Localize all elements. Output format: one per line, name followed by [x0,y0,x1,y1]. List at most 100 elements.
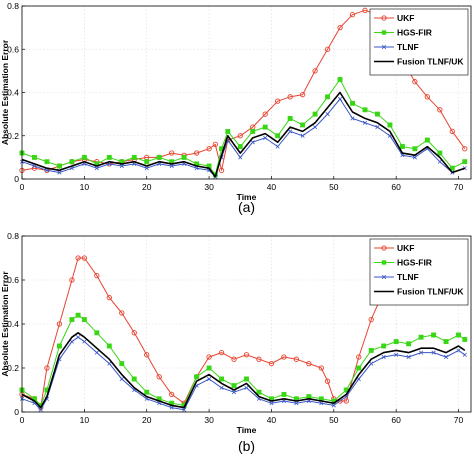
x-tick-label: 10 [80,415,90,425]
data-point-tlnf [419,350,424,355]
data-point-tlnf-stroke [431,350,436,355]
x-tick-label: 20 [142,182,152,192]
data-point-hgs-fir [337,77,343,82]
data-point-tlnf-stroke [325,112,330,117]
data-point-hgs-fir [144,389,150,395]
data-point-hgs-fir [325,94,331,100]
data-point-tlnf-stroke [412,155,417,160]
data-point-tlnf-stroke [356,376,361,382]
data-point-ukf [231,356,237,362]
y-tick-label: 0.6 [7,44,19,54]
data-point-hgs-fir [406,341,412,347]
data-point-hgs-fir [106,343,112,349]
data-point-hgs-fir [262,124,268,130]
data-point-hgs-fir [244,376,249,382]
series-line-fusion-tlnf-uk [21,91,466,178]
data-point-tlnf-stroke [94,350,99,355]
data-point-tlnf-stroke [219,385,224,390]
data-point-ukf [56,321,63,327]
data-point-tlnf [331,403,336,408]
data-point-tlnf-stroke [69,339,74,344]
data-point-ukf [237,133,243,139]
data-point-hgs-fir [462,336,468,342]
x-tick-label: 0 [20,415,25,425]
data-point-tlnf-stroke [144,166,149,171]
data-point-hgs-fir [356,365,362,371]
chart-panel-1: 0 10 20 30 40 50 60 70 0 0.2 0.4 0.6 0.8 Time Absolute… [0,1,472,215]
data-point-hgs-fir [300,122,306,128]
data-point-ukf [412,79,418,85]
data-point-tlnf-stroke [294,401,299,406]
data-point-tlnf [219,385,224,390]
y-axis-label: Absolute Estimation Error [0,271,10,377]
data-point-hgs-fir [287,116,293,121]
data-point-tlnf-stroke [344,394,349,399]
data-point-tlnf-stroke [419,350,424,355]
x-tick-label: 50 [329,415,339,425]
data-point-ukf [449,128,455,135]
data-point-ukf [318,365,324,371]
data-point-tlnf-stroke [337,96,343,102]
data-point-hgs-fir [44,159,50,165]
data-point-tlnf-stroke [381,354,386,360]
data-point-ukf [462,146,468,152]
legend-box [369,8,469,76]
data-point-tlnf-stroke [462,352,467,357]
data-point-ukf [306,360,312,367]
data-point-tlnf-stroke [38,407,43,412]
data-point-ukf [362,7,368,13]
data-point-tlnf [250,140,255,145]
data-point-tlnf-stroke [275,144,280,149]
data-point-hgs-fir [194,374,200,380]
data-point-hgs-fir [412,146,418,152]
data-point-ukf [287,94,293,100]
data-point-tlnf [94,350,99,355]
data-point-tlnf-stroke [437,159,442,164]
data-point-hgs-fir [350,100,355,106]
data-point-tlnf [288,129,293,134]
data-point-tlnf-stroke [169,163,174,169]
data-point-ukf [144,352,150,358]
data-point-tlnf [462,352,467,357]
data-point-tlnf-stroke [375,125,380,130]
x-tick-label: 60 [391,415,401,425]
data-point-tlnf [231,390,237,395]
data-point-tlnf-stroke [107,361,112,366]
data-point-tlnf-stroke [288,129,293,134]
data-point-hgs-fir [424,137,430,143]
data-point-ukf [324,378,331,384]
legend-marker-x [381,274,387,280]
data-point-tlnf [76,335,81,340]
data-point-tlnf [244,385,249,390]
data-point-tlnf-stroke [194,383,199,388]
series-line-tlnf [21,98,465,178]
data-point-ukf [312,68,318,74]
data-point-tlnf-stroke [350,116,355,121]
data-point-ukf [69,277,75,283]
legend-label: UKF [397,13,414,23]
data-point-tlnf [294,401,299,406]
legend-label: TLNF [397,272,419,282]
y-tick-label: 0.4 [7,319,19,329]
data-point-ukf [206,354,212,360]
x-tick-label: 30 [204,415,214,425]
data-point-hgs-fir [312,111,318,117]
data-point-hgs-fir [206,365,212,371]
data-point-tlnf-stroke [76,335,81,340]
data-point-tlnf [275,144,280,149]
data-point-tlnf [269,401,274,406]
legend-marker-square [381,30,387,35]
data-point-tlnf-stroke [250,140,255,145]
data-point-tlnf-stroke [406,354,411,360]
data-point-ukf [268,360,275,367]
data-point-tlnf-stroke [207,376,212,382]
data-point-tlnf [119,376,124,382]
data-point-ukf [131,330,137,336]
data-point-hgs-fir [381,343,387,349]
data-point-tlnf-stroke [300,133,305,138]
data-point-tlnf-stroke [331,403,336,408]
data-point-tlnf [431,350,436,355]
data-point-tlnf [375,125,380,130]
legend-box [369,238,469,306]
